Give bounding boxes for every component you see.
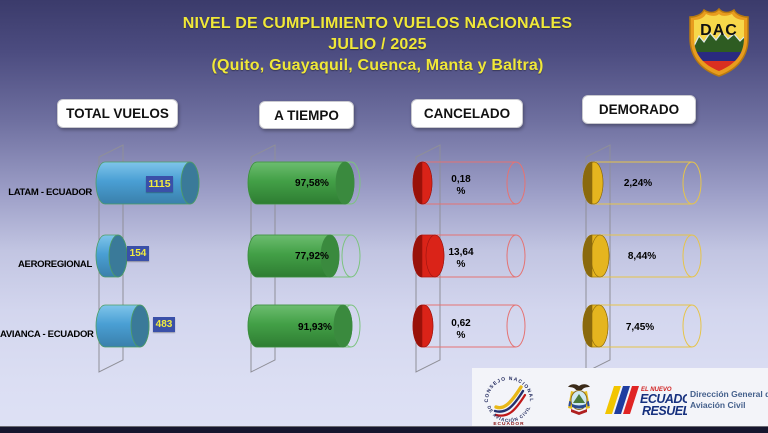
a-tiempo-label-latam: 97,58% bbox=[295, 178, 329, 189]
shield-navy-band bbox=[694, 52, 744, 61]
dac-logo-label: DAC bbox=[700, 22, 738, 39]
total-badge-latam: 1115 bbox=[146, 176, 173, 192]
wall-a-tiempo bbox=[250, 144, 276, 373]
page-subtitle-month: JULIO / 2025 bbox=[328, 36, 427, 53]
cnac-swoosh-red bbox=[494, 393, 527, 417]
shield-red-band bbox=[694, 61, 744, 71]
slash-yellow bbox=[605, 386, 621, 414]
cylinders-demorado bbox=[582, 161, 702, 348]
page-subtitle-cities: (Quito, Guayaquil, Cuenca, Manta y Baltr… bbox=[211, 57, 544, 74]
title-block: NIVEL DE CUMPLIMIENTO VUELOS NACIONALES … bbox=[0, 13, 755, 76]
wall-cancelado bbox=[415, 144, 441, 373]
outline-cap-demorado-latam bbox=[682, 161, 702, 205]
wall-demorado bbox=[585, 144, 611, 373]
dgac-line2: Aviación Civil bbox=[690, 400, 746, 410]
ribbon-icon bbox=[571, 409, 587, 415]
cnac-swoosh-yellow bbox=[494, 385, 523, 410]
page-title: NIVEL DE CUMPLIMIENTO VUELOS NACIONALES bbox=[182, 15, 573, 32]
outline-cap-cancelado-avianca bbox=[506, 304, 526, 348]
demorado-label-latam: 2,24% bbox=[623, 178, 653, 189]
cylinder-demorado-aeroregional bbox=[582, 234, 610, 278]
total-badge-avianca: 483 bbox=[153, 317, 175, 332]
cylinder-demorado-latam bbox=[582, 161, 604, 205]
cancelado-unit-latam: % bbox=[456, 185, 466, 197]
column-header-demorado: DEMORADO bbox=[582, 95, 696, 124]
cancelado-unit-aeroregional: % bbox=[456, 258, 466, 270]
cylinder-total-avianca bbox=[95, 304, 150, 348]
cylinder-a-tiempo-aeroregional bbox=[247, 234, 340, 278]
cnac-logo: CONSEJO NACIONAL DE AVIACIÓN CIVIL ECUAD… bbox=[484, 376, 534, 426]
dac-shield-logo: DAC bbox=[689, 7, 749, 77]
slash-red bbox=[623, 386, 639, 414]
row-label-aeroregional: AEROREGIONAL bbox=[18, 259, 92, 270]
cancelado-value-aeroregional: 13,64 bbox=[448, 247, 474, 258]
row-label-latam: LATAM - ECUADOR bbox=[8, 187, 92, 198]
cnac-swoosh-navy bbox=[493, 389, 525, 413]
ecuador-coat-of-arms bbox=[568, 384, 590, 415]
flag-stripe-blue-right bbox=[586, 401, 590, 407]
demorado-label-avianca: 7,45% bbox=[625, 322, 655, 333]
cylinder-demorado-avianca bbox=[582, 304, 609, 348]
slash-blue bbox=[614, 386, 630, 414]
back-walls bbox=[98, 144, 611, 373]
dgac-text: Dirección General de Aviación Civil bbox=[690, 389, 768, 411]
cancelado-label-latam: 0,18 % bbox=[432, 174, 490, 197]
column-header-cancelado: CANCELADO bbox=[411, 99, 523, 128]
resuelve-top-text: EL NUEVO bbox=[641, 387, 672, 393]
shield-mountains bbox=[694, 32, 744, 52]
river-band bbox=[572, 404, 586, 409]
cylinders-cancelado bbox=[412, 161, 526, 348]
outline-cap-a-tiempo-aeroregional bbox=[341, 234, 361, 278]
cnac-country-text: ECUADOR bbox=[493, 421, 524, 426]
cylinder-a-tiempo-avianca bbox=[247, 304, 353, 348]
cnac-arc-top-text: CONSEJO NACIONAL bbox=[484, 376, 533, 403]
mountain-icon bbox=[573, 394, 585, 403]
cylinder-cancelado-avianca bbox=[412, 304, 434, 348]
dgac-line1: Dirección General de bbox=[690, 389, 768, 399]
row-label-avianca: AVIANCA - ECUADOR bbox=[0, 329, 94, 340]
cancelado-label-aeroregional: 13,64 % bbox=[432, 247, 490, 270]
a-tiempo-label-avianca: 91,93% bbox=[298, 322, 332, 333]
ecuador-resuelve-logo: EL NUEVO ECUADOR RESUELVE bbox=[605, 386, 687, 418]
cancelado-unit-avianca: % bbox=[456, 329, 466, 341]
flag-stripe-blue-left bbox=[568, 401, 572, 407]
cylinder-cancelado-aeroregional bbox=[412, 234, 445, 278]
cylinder-a-tiempo-latam bbox=[247, 161, 355, 205]
outline-cap-demorado-avianca bbox=[682, 304, 702, 348]
wall-total-vuelos bbox=[98, 144, 124, 373]
shield-peaks-line bbox=[694, 31, 744, 47]
cylinder-cancelado-latam bbox=[412, 161, 433, 205]
condor-icon bbox=[568, 384, 590, 390]
total-badge-aeroregional: 154 bbox=[127, 246, 149, 261]
outline-cap-cancelado-latam bbox=[506, 161, 526, 205]
outline-cap-demorado-aeroregional bbox=[682, 234, 702, 278]
cylinders-a-tiempo bbox=[247, 161, 361, 348]
a-tiempo-label-aeroregional: 77,92% bbox=[295, 251, 329, 262]
resuelve-line2-text: RESUELVE bbox=[642, 404, 687, 418]
cancelado-value-latam: 0,18 bbox=[451, 174, 471, 185]
demorado-label-aeroregional: 8,44% bbox=[627, 251, 657, 262]
resuelve-line1-text: ECUADOR bbox=[640, 392, 687, 406]
outline-cap-cancelado-aeroregional bbox=[506, 234, 526, 278]
cancelado-label-avianca: 0,62 % bbox=[432, 318, 490, 341]
cancelado-value-avianca: 0,62 bbox=[451, 318, 471, 329]
cylinder-total-aeroregional bbox=[95, 234, 128, 278]
column-header-a-tiempo: A TIEMPO bbox=[259, 101, 354, 129]
svg-text:CONSEJO NACIONAL: CONSEJO NACIONAL bbox=[484, 376, 534, 403]
column-header-total-vuelos: TOTAL VUELOS bbox=[57, 99, 178, 128]
footer-band: CONSEJO NACIONAL DE AVIACIÓN CIVIL ECUAD… bbox=[472, 368, 768, 426]
bottom-strip bbox=[0, 426, 768, 433]
